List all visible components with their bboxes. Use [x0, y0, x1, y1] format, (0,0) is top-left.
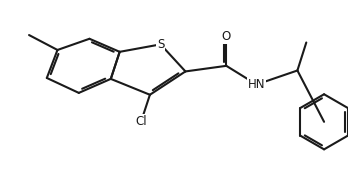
Text: S: S: [157, 38, 164, 51]
Text: O: O: [222, 30, 231, 43]
Text: HN: HN: [248, 78, 265, 91]
Text: Cl: Cl: [135, 115, 147, 128]
